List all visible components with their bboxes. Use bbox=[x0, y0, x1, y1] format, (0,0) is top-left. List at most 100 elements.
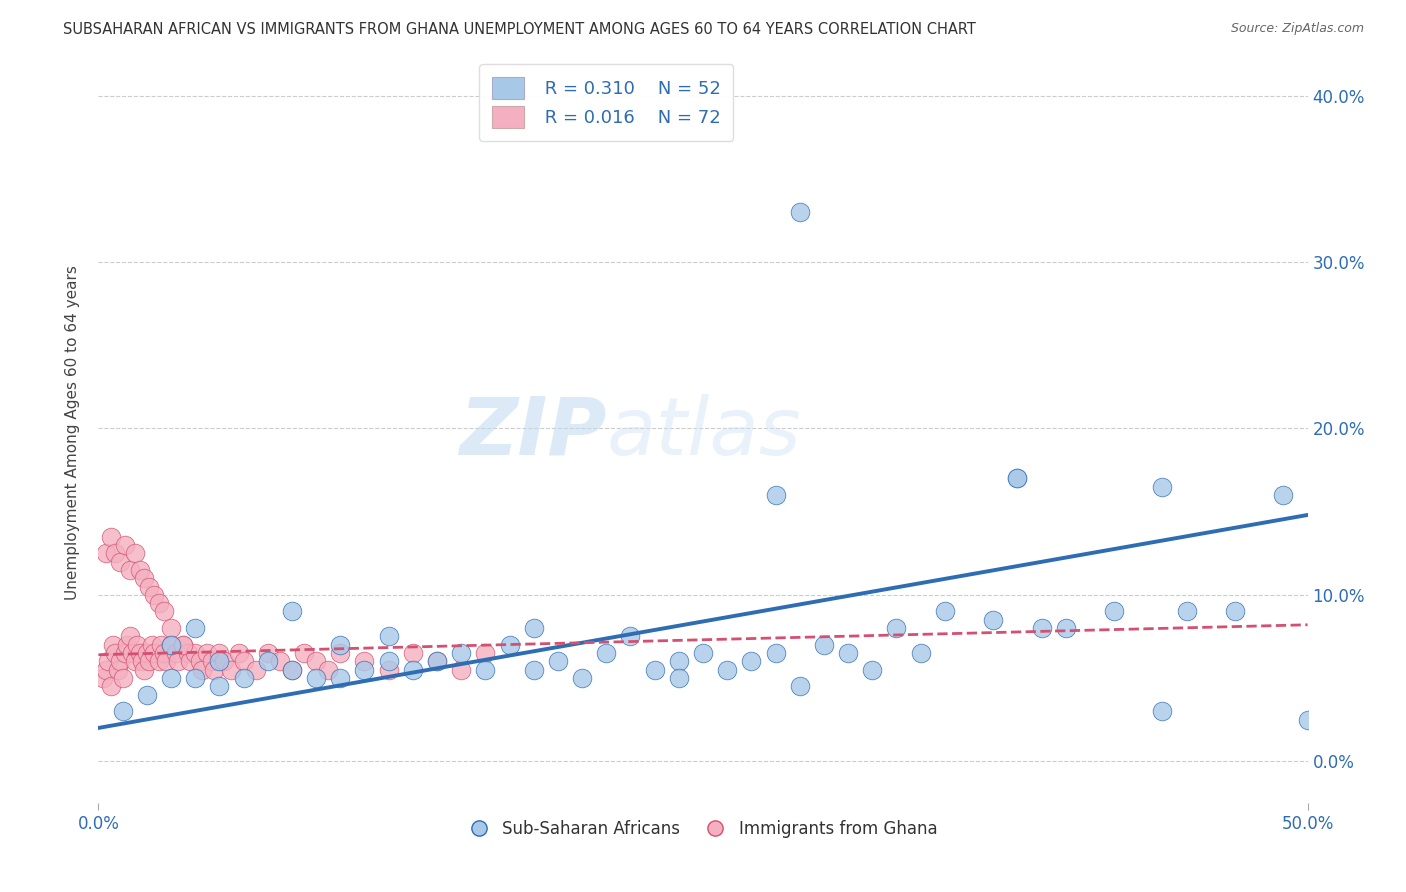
Point bbox=[377, 654, 399, 668]
Point bbox=[143, 588, 166, 602]
Point bbox=[208, 654, 231, 668]
Point bbox=[152, 605, 174, 619]
Point bbox=[668, 654, 690, 668]
Point bbox=[402, 646, 425, 660]
Point bbox=[281, 663, 304, 677]
Text: ZIP: ZIP bbox=[458, 393, 606, 472]
Point bbox=[256, 654, 278, 668]
Point bbox=[152, 646, 174, 660]
Point bbox=[1102, 605, 1125, 619]
Point bbox=[281, 663, 304, 677]
Point bbox=[402, 663, 425, 677]
Point bbox=[94, 663, 117, 677]
Point bbox=[104, 546, 127, 560]
Point bbox=[316, 663, 339, 677]
Point bbox=[765, 488, 787, 502]
Point bbox=[179, 654, 201, 668]
Point bbox=[141, 638, 163, 652]
Point bbox=[232, 671, 254, 685]
Point bbox=[111, 671, 134, 685]
Point bbox=[256, 646, 278, 660]
Point bbox=[426, 654, 449, 668]
Point bbox=[619, 629, 641, 643]
Point bbox=[100, 679, 122, 693]
Point bbox=[160, 638, 183, 652]
Point bbox=[188, 654, 211, 668]
Point bbox=[108, 654, 131, 668]
Text: atlas: atlas bbox=[606, 393, 801, 472]
Point bbox=[644, 663, 666, 677]
Point bbox=[138, 580, 160, 594]
Point bbox=[134, 571, 156, 585]
Point bbox=[245, 663, 267, 677]
Point bbox=[450, 663, 472, 677]
Text: SUBSAHARAN AFRICAN VS IMMIGRANTS FROM GHANA UNEMPLOYMENT AMONG AGES 60 TO 64 YEA: SUBSAHARAN AFRICAN VS IMMIGRANTS FROM GH… bbox=[63, 22, 976, 37]
Point bbox=[450, 646, 472, 660]
Point bbox=[135, 688, 157, 702]
Point bbox=[165, 646, 187, 660]
Point bbox=[377, 629, 399, 643]
Point bbox=[134, 663, 156, 677]
Point bbox=[121, 646, 143, 660]
Point bbox=[184, 646, 207, 660]
Point bbox=[981, 613, 1004, 627]
Point bbox=[167, 654, 190, 668]
Point bbox=[191, 663, 214, 677]
Point bbox=[208, 679, 231, 693]
Point bbox=[1054, 621, 1077, 635]
Point bbox=[201, 654, 224, 668]
Point bbox=[131, 654, 153, 668]
Point bbox=[1152, 704, 1174, 718]
Point bbox=[837, 646, 859, 660]
Point bbox=[91, 671, 114, 685]
Point bbox=[184, 671, 207, 685]
Point bbox=[177, 646, 200, 660]
Point bbox=[104, 646, 127, 660]
Point bbox=[135, 646, 157, 660]
Point bbox=[571, 671, 593, 685]
Point bbox=[1175, 605, 1198, 619]
Point bbox=[143, 646, 166, 660]
Point bbox=[789, 679, 811, 693]
Point bbox=[124, 654, 146, 668]
Point bbox=[97, 654, 120, 668]
Point bbox=[329, 646, 352, 660]
Point bbox=[740, 654, 762, 668]
Point bbox=[1007, 471, 1029, 485]
Point bbox=[94, 546, 117, 560]
Point bbox=[1007, 471, 1029, 485]
Point bbox=[160, 638, 183, 652]
Point bbox=[114, 538, 136, 552]
Y-axis label: Unemployment Among Ages 60 to 64 years: Unemployment Among Ages 60 to 64 years bbox=[65, 265, 80, 600]
Point bbox=[305, 671, 328, 685]
Point bbox=[716, 663, 738, 677]
Point bbox=[172, 638, 194, 652]
Point bbox=[114, 646, 136, 660]
Point bbox=[765, 646, 787, 660]
Point bbox=[377, 663, 399, 677]
Point bbox=[127, 638, 149, 652]
Point bbox=[148, 654, 170, 668]
Point bbox=[228, 646, 250, 660]
Point bbox=[498, 638, 520, 652]
Point bbox=[195, 646, 218, 660]
Point bbox=[155, 654, 177, 668]
Point bbox=[474, 646, 496, 660]
Point bbox=[101, 638, 124, 652]
Point bbox=[353, 663, 375, 677]
Legend: Sub-Saharan Africans, Immigrants from Ghana: Sub-Saharan Africans, Immigrants from Gh… bbox=[461, 812, 945, 847]
Point bbox=[547, 654, 569, 668]
Point bbox=[934, 605, 956, 619]
Point bbox=[523, 621, 546, 635]
Point bbox=[523, 663, 546, 677]
Point bbox=[208, 646, 231, 660]
Point bbox=[1272, 488, 1295, 502]
Point bbox=[813, 638, 835, 652]
Point bbox=[1152, 480, 1174, 494]
Point bbox=[426, 654, 449, 668]
Point bbox=[305, 654, 328, 668]
Point bbox=[1223, 605, 1246, 619]
Point bbox=[474, 663, 496, 677]
Point bbox=[860, 663, 883, 677]
Point bbox=[595, 646, 617, 660]
